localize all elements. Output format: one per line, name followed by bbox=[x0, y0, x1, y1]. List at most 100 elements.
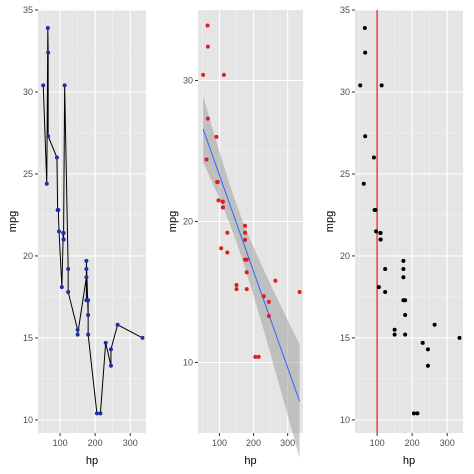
data-point bbox=[115, 322, 120, 327]
data-point bbox=[61, 230, 66, 235]
data-point bbox=[261, 294, 266, 299]
x-tick-label: 300 bbox=[123, 438, 138, 448]
data-point bbox=[234, 282, 239, 287]
data-point bbox=[84, 267, 89, 272]
data-point bbox=[66, 267, 71, 272]
data-point bbox=[273, 278, 278, 283]
data-point bbox=[244, 270, 249, 275]
x-axis-title: hp bbox=[86, 455, 98, 467]
data-point bbox=[379, 83, 384, 88]
confidence-band bbox=[203, 95, 300, 459]
data-point bbox=[46, 134, 51, 139]
data-point bbox=[46, 50, 51, 55]
y-axis-title: mpg bbox=[7, 211, 19, 232]
data-point bbox=[373, 208, 378, 213]
data-point bbox=[244, 287, 249, 292]
data-point bbox=[432, 322, 437, 327]
data-point bbox=[75, 332, 80, 337]
data-point bbox=[244, 257, 249, 262]
data-point bbox=[358, 83, 363, 88]
data-point bbox=[401, 267, 406, 272]
data-point bbox=[362, 26, 367, 31]
data-point bbox=[98, 411, 103, 416]
y-tick-label: 30 bbox=[340, 87, 350, 97]
data-point bbox=[243, 237, 248, 242]
data-point bbox=[361, 181, 366, 186]
data-point bbox=[103, 340, 108, 345]
data-point bbox=[41, 83, 46, 88]
data-point bbox=[383, 290, 388, 294]
data-point bbox=[86, 312, 91, 317]
x-tick-label: 200 bbox=[405, 438, 420, 448]
data-point bbox=[401, 258, 406, 263]
data-point bbox=[378, 237, 383, 242]
data-point bbox=[420, 340, 425, 345]
data-point bbox=[108, 363, 113, 368]
data-point bbox=[220, 205, 225, 210]
data-point bbox=[205, 23, 210, 28]
data-point bbox=[54, 155, 59, 160]
data-point bbox=[94, 411, 99, 416]
y-tick-label: 10 bbox=[340, 415, 350, 425]
data-point bbox=[401, 275, 406, 280]
y-tick-label: 15 bbox=[23, 333, 33, 343]
data-point bbox=[57, 229, 62, 234]
y-tick-label: 35 bbox=[340, 5, 350, 15]
data-point bbox=[425, 347, 430, 352]
y-tick-label: 30 bbox=[23, 87, 33, 97]
data-point bbox=[84, 275, 89, 280]
data-point bbox=[403, 298, 408, 303]
x-axis-title: hp bbox=[403, 455, 415, 467]
x-tick-label: 100 bbox=[370, 438, 385, 448]
data-point bbox=[59, 285, 64, 290]
panel-1: 100 200 300 10 15 20 25 30 35 hp mpg bbox=[7, 5, 146, 467]
data-point bbox=[363, 50, 368, 55]
data-point bbox=[214, 134, 219, 139]
data-point bbox=[75, 327, 80, 332]
data-point bbox=[225, 250, 230, 255]
data-point bbox=[220, 199, 225, 204]
data-point bbox=[61, 237, 66, 242]
data-point bbox=[403, 312, 408, 317]
plot-background bbox=[355, 10, 463, 433]
data-point bbox=[221, 72, 226, 77]
data-point bbox=[140, 335, 145, 340]
data-point bbox=[66, 290, 71, 294]
data-point bbox=[219, 246, 224, 251]
data-point bbox=[266, 299, 271, 304]
data-point bbox=[371, 155, 376, 160]
data-point bbox=[243, 230, 248, 235]
data-point bbox=[363, 134, 368, 139]
data-point bbox=[411, 411, 416, 416]
data-point bbox=[216, 198, 221, 203]
data-point bbox=[205, 44, 210, 49]
data-point bbox=[86, 332, 91, 337]
regression-line bbox=[202, 128, 301, 402]
plot-background bbox=[38, 10, 146, 433]
data-point bbox=[56, 208, 61, 213]
data-point bbox=[374, 229, 379, 234]
data-point bbox=[215, 180, 220, 185]
y-tick-label: 20 bbox=[23, 251, 33, 261]
data-point bbox=[415, 411, 420, 416]
y-tick-label: 10 bbox=[183, 358, 193, 368]
y-axis-title: mpg bbox=[167, 211, 179, 232]
panel-2: 100 200 300 10 20 30 hp mpg bbox=[167, 10, 303, 467]
y-axis-title: mpg bbox=[324, 211, 336, 232]
data-point bbox=[45, 26, 50, 31]
data-point bbox=[62, 83, 67, 88]
data-point bbox=[86, 298, 91, 303]
y-tick-label: 15 bbox=[340, 333, 350, 343]
data-point bbox=[253, 354, 258, 359]
data-point bbox=[44, 181, 49, 186]
data-point bbox=[225, 230, 230, 235]
y-tick-label: 20 bbox=[183, 217, 193, 227]
data-point bbox=[205, 116, 210, 121]
x-tick-label: 200 bbox=[246, 438, 261, 448]
data-point bbox=[378, 230, 383, 235]
data-point bbox=[243, 223, 248, 228]
data-point bbox=[201, 72, 206, 77]
data-point bbox=[234, 287, 239, 292]
x-tick-label: 100 bbox=[53, 438, 68, 448]
